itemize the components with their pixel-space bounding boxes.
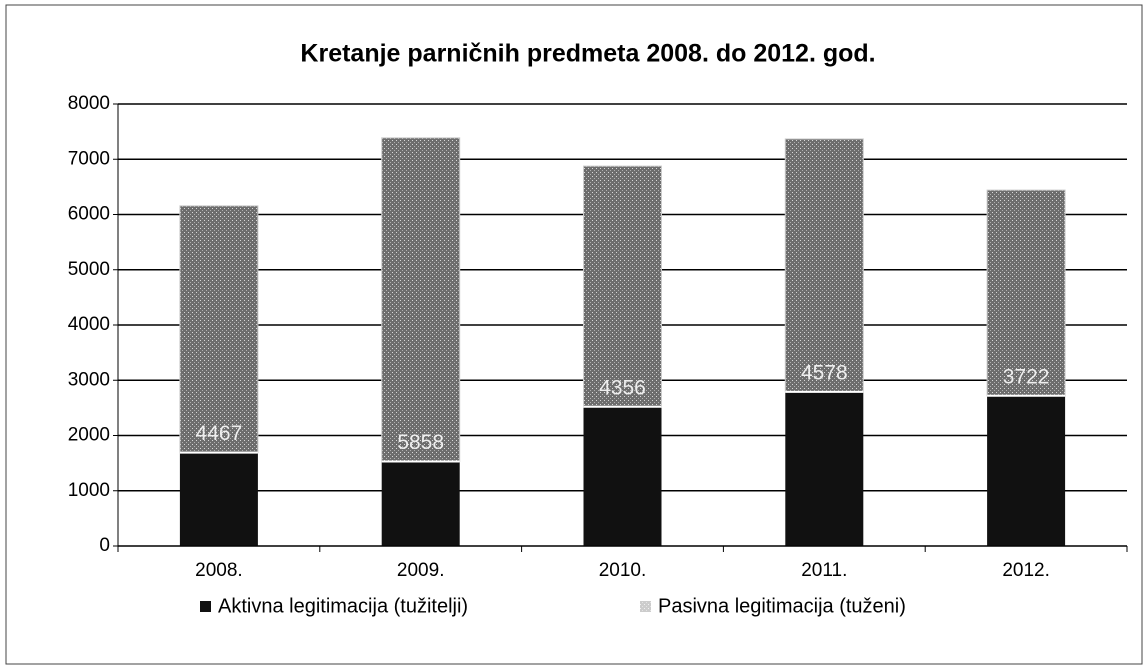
x-tick-label: 2011. [801,560,847,581]
x-tick-label: 2009. [397,560,445,581]
data-label: 5858 [397,431,444,454]
bar-segment [179,205,259,454]
legend-label: Aktivna legitimacija (tužitelji) [218,595,468,617]
y-tick-label: 7000 [68,148,110,169]
y-tick-label: 4000 [68,314,110,335]
bar-segment [381,137,461,462]
y-tick-label: 6000 [68,204,110,225]
chart-title: Kretanje parničnih predmeta 2008. do 201… [300,40,875,68]
bar-segment [381,461,460,546]
bar-segment [987,395,1066,546]
data-label: 3722 [1003,365,1050,388]
bar-segment [986,189,1066,397]
bar-segment [785,391,864,546]
y-tick-label: 5000 [68,259,110,280]
bar-segment [583,165,662,408]
legend-swatch [200,601,211,612]
bar-segment [179,452,258,546]
data-label: 4467 [196,422,243,445]
legend-label: Pasivna legitimacija (tuženi) [658,595,906,617]
y-tick-label: 0 [99,535,110,556]
x-tick-label: 2008. [195,560,243,581]
data-label: 4578 [801,361,848,384]
x-tick-label: 2010. [599,560,647,581]
x-tick-label: 2012. [1002,560,1050,581]
y-tick-label: 1000 [68,480,110,501]
bar-segment [583,406,662,546]
y-tick-label: 8000 [68,93,110,114]
data-label: 4356 [599,376,646,399]
y-tick-label: 3000 [68,369,110,390]
legend-swatch [640,601,651,612]
y-tick-label: 2000 [68,425,110,446]
bar-segment [784,138,864,393]
